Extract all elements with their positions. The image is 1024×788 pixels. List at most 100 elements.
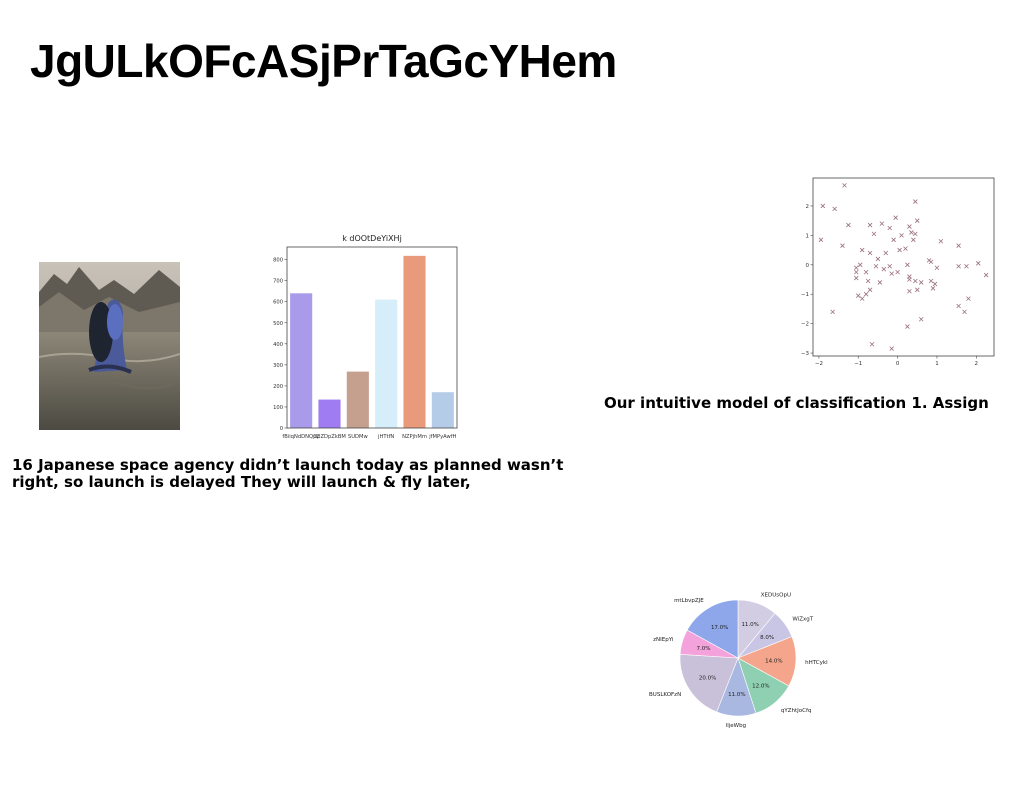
- pie-slice-label: qYZhtJoCfq: [781, 708, 812, 714]
- scatter-point: [887, 225, 893, 231]
- pie-percent-label: 8.0%: [760, 635, 774, 641]
- scatter-point: [863, 291, 869, 297]
- scatter-point: [830, 309, 835, 315]
- pie-slice-label: XEDUsOpU: [761, 593, 791, 599]
- scatter-point: [859, 247, 865, 253]
- scatter-point: [895, 269, 900, 275]
- scatter-point: [956, 263, 961, 269]
- scatter-point: [846, 222, 851, 228]
- scatter-point: [913, 231, 918, 237]
- x-tick-label: −1: [854, 361, 862, 367]
- y-tick-label: 2: [806, 204, 810, 210]
- scatter-point: [899, 233, 904, 238]
- scatter-point: [859, 296, 865, 301]
- bar-chart-title: k dOOtDeYiXHj: [342, 234, 402, 243]
- y-tick-label: 100: [273, 405, 283, 411]
- y-tick-label: 500: [273, 321, 283, 327]
- scatter-point: [818, 237, 824, 243]
- x-tick-label: 1: [935, 361, 939, 367]
- x-tick-label: 2: [975, 361, 979, 367]
- pie-percent-label: 11.0%: [741, 622, 758, 628]
- page-title: JgULkOFcASjPrTaGcYHem: [30, 35, 617, 87]
- scatter-point: [909, 230, 914, 235]
- x-tick-label: OpZDpZkBM: [313, 434, 346, 440]
- y-tick-label: 700: [273, 279, 283, 285]
- pie-slice-label: zNIEpYi: [653, 637, 674, 643]
- x-tick-label: 0: [896, 361, 900, 367]
- scatter-point: [879, 221, 885, 226]
- pie-slice-label: BUSLKOFzN: [649, 692, 681, 698]
- scatter-point: [962, 309, 967, 315]
- scatter-point: [832, 206, 837, 212]
- x-tick-label: SUDMw: [348, 434, 369, 440]
- scatter-point: [893, 215, 898, 221]
- scatter-point: [913, 278, 918, 284]
- y-tick-label: −3: [801, 351, 810, 357]
- pie-slice-label: mtLbvpZJE: [674, 598, 704, 604]
- scatter-point: [907, 224, 912, 229]
- scatter-point: [853, 265, 859, 271]
- scatter-point: [905, 324, 910, 329]
- pie-slice: [737, 636, 797, 687]
- scatter-point: [928, 278, 934, 284]
- y-tick-label: 800: [273, 258, 283, 264]
- scatter-point: [873, 263, 879, 269]
- scatter-point: [911, 237, 916, 243]
- pie-slice-label: hHTCykl: [805, 660, 828, 666]
- bar: [318, 399, 341, 428]
- y-tick-label: 400: [273, 342, 283, 348]
- scatter-point: [889, 271, 894, 276]
- pie-percent-label: 7.0%: [696, 646, 710, 652]
- bar: [403, 255, 426, 428]
- classification-caption: Our intuitive model of classification 1.…: [604, 394, 989, 412]
- x-tick-label: −2: [815, 361, 823, 367]
- bar: [431, 392, 454, 428]
- plot-frame: [286, 246, 458, 429]
- space-agency-caption: 16 Japanese space agency didn’t launch t…: [12, 456, 564, 491]
- scatter-point: [867, 222, 873, 228]
- scatter-point: [840, 243, 845, 248]
- x-tick-label: jHTtfN: [377, 434, 394, 440]
- scatter-point: [871, 231, 877, 237]
- scatter-point: [913, 199, 918, 204]
- scatter-point: [905, 262, 910, 268]
- plot-frame: [812, 177, 995, 357]
- scatter-point: [966, 296, 971, 301]
- pie-percent-label: 11.0%: [728, 692, 745, 698]
- scatter-point: [932, 281, 938, 287]
- scatter-point: [907, 277, 912, 282]
- scatter-point: [869, 341, 875, 347]
- bar: [290, 293, 313, 428]
- pie-slice: [679, 654, 739, 713]
- pie-slice: [686, 599, 739, 659]
- scatter-point: [930, 286, 936, 291]
- y-tick-label: 0: [806, 263, 810, 269]
- y-tick-label: −2: [801, 322, 809, 328]
- scatter-point: [867, 250, 873, 256]
- scatter-point: [877, 280, 883, 285]
- scatter-point: [956, 303, 961, 309]
- pie-percent-label: 12.0%: [752, 684, 769, 690]
- scatter-point: [853, 269, 859, 275]
- scatter-point: [881, 266, 887, 272]
- scatter-point: [887, 263, 893, 269]
- scatter-point: [956, 243, 961, 248]
- pie-slice-label: WiZxgT: [792, 616, 813, 622]
- scatter-point: [875, 256, 881, 262]
- scatter-point: [867, 287, 873, 293]
- bar: [375, 299, 398, 428]
- scatter-point: [914, 218, 920, 223]
- scatter-point: [964, 263, 969, 269]
- scatter-point: [934, 265, 940, 271]
- pie-percent-label: 14.0%: [765, 658, 782, 664]
- y-tick-label: 200: [273, 384, 283, 390]
- scatter-point: [855, 293, 861, 298]
- scatter-point: [914, 287, 920, 293]
- scatter-point: [918, 316, 924, 322]
- scatter-point: [928, 259, 934, 265]
- scatter-point: [983, 272, 989, 278]
- scatter-point: [857, 262, 863, 268]
- scatter-point: [853, 275, 859, 281]
- y-tick-label: −1: [801, 292, 809, 298]
- scatter-point: [889, 346, 894, 351]
